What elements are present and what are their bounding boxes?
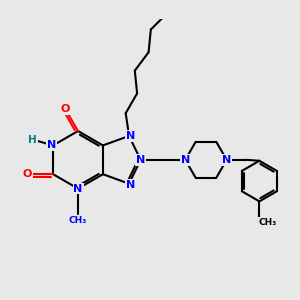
Text: O: O [61, 104, 70, 114]
Text: N: N [136, 155, 145, 165]
Text: O: O [23, 169, 32, 179]
Text: N: N [74, 184, 82, 194]
Text: N: N [47, 140, 56, 150]
Text: CH₃: CH₃ [69, 215, 87, 224]
Text: N: N [126, 180, 135, 190]
Text: N: N [126, 131, 135, 141]
Text: CH₃: CH₃ [258, 218, 277, 227]
Text: N: N [222, 155, 231, 165]
Text: H: H [28, 135, 37, 145]
Text: N: N [181, 155, 190, 165]
